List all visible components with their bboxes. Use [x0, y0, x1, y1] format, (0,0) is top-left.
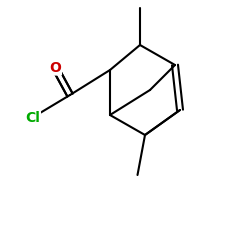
- Text: O: O: [49, 60, 61, 74]
- Text: Cl: Cl: [25, 110, 40, 124]
